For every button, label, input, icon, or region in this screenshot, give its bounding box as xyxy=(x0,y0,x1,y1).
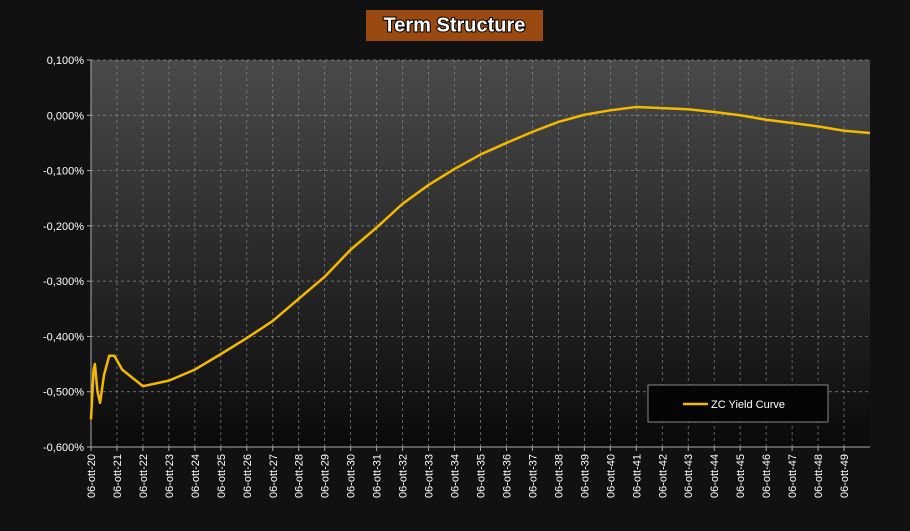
legend-box xyxy=(647,384,829,423)
x-tick-label: 06-ott-29 xyxy=(320,454,332,498)
x-tick-label: 06-ott-42 xyxy=(657,454,669,498)
title-box xyxy=(366,10,543,41)
x-tick-label: 06-ott-46 xyxy=(761,454,773,498)
x-tick-label: 06-ott-31 xyxy=(372,454,384,498)
x-tick-label: 06-ott-48 xyxy=(813,454,825,498)
x-tick-label: 06-ott-21 xyxy=(112,454,124,498)
x-tick-label: 06-ott-40 xyxy=(605,454,617,498)
x-tick-label: 06-ott-32 xyxy=(398,454,410,498)
y-tick-label: 0,000% xyxy=(47,110,85,122)
x-tick-label: 06-ott-33 xyxy=(424,454,436,498)
x-tick-label: 06-ott-34 xyxy=(450,454,462,498)
y-tick-label: -0,500% xyxy=(43,387,84,399)
chart-title: Term Structure xyxy=(384,14,526,36)
x-tick-label: 06-ott-38 xyxy=(553,454,565,498)
x-tick-label: 06-ott-47 xyxy=(787,454,799,498)
x-tick-label: 06-ott-26 xyxy=(242,454,254,498)
x-tick-label: 06-ott-24 xyxy=(190,454,202,498)
x-tick-label: 06-ott-22 xyxy=(138,454,150,498)
x-tick-label: 06-ott-27 xyxy=(268,454,280,498)
x-tick-label: 06-ott-49 xyxy=(839,454,851,498)
x-tick-label: 06-ott-39 xyxy=(579,454,591,498)
y-tick-label: -0,200% xyxy=(43,221,84,233)
x-tick-label: 06-ott-23 xyxy=(164,454,176,498)
x-tick-label: 06-ott-35 xyxy=(476,454,488,498)
x-tick-label: 06-ott-25 xyxy=(216,454,228,498)
legend-label: ZC Yield Curve xyxy=(711,399,785,411)
x-tick-label: 06-ott-43 xyxy=(683,454,695,498)
x-tick-label: 06-ott-44 xyxy=(709,454,721,498)
x-tick-label: 06-ott-28 xyxy=(294,454,306,498)
x-tick-label: 06-ott-20 xyxy=(86,454,98,498)
y-tick-label: -0,600% xyxy=(43,442,84,454)
x-tick-label: 06-ott-36 xyxy=(501,454,513,498)
data-line xyxy=(89,105,871,420)
y-tick-label: 0,100% xyxy=(47,55,85,67)
x-tick-label: 06-ott-41 xyxy=(631,454,643,498)
y-tick-label: -0,400% xyxy=(43,331,84,343)
y-tick-label: -0,300% xyxy=(43,276,84,288)
x-tick-label: 06-ott-45 xyxy=(735,454,747,498)
x-tick-label: 06-ott-37 xyxy=(527,454,539,498)
x-tick-label: 06-ott-30 xyxy=(346,454,358,498)
y-tick-label: -0,100% xyxy=(43,166,84,178)
